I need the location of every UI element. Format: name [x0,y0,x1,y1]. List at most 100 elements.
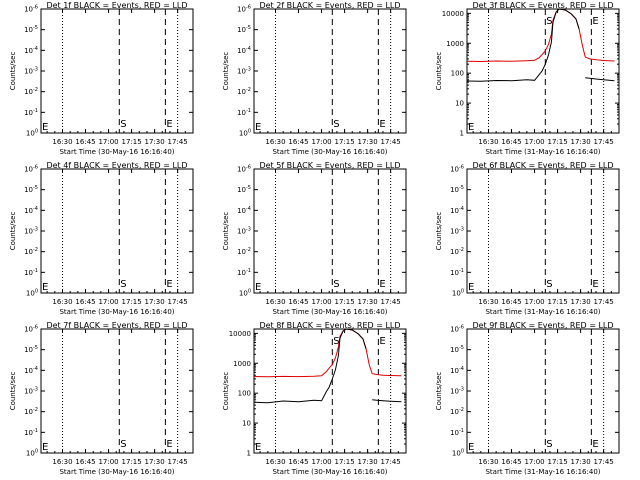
panel-det-6: Det 6f BLACK = Events, RED = LLD 16:30 16:… [435,161,620,316]
x-tick-label: 17:30 [145,458,165,466]
x-tick-label: 17:00 [524,298,544,306]
x-tick-label: 17:45 [594,458,614,466]
x-tick-label: 16:45 [501,298,521,306]
x-axis-label: Start Time (30-May-16 16:16:40) [272,468,387,476]
y-tick-label: 10-4 [24,46,38,55]
panel-title: Det 8f BLACK = Events, RED = LLD [259,321,400,330]
x-tick-label: 17:30 [358,138,378,146]
x-tick-label: 17:15 [334,298,354,306]
marker-left-e: E [255,282,261,293]
x-tick-label: 17:15 [121,458,141,466]
panel-title: Det 1f BLACK = Events, RED = LLD [46,1,187,10]
marker-left-e: E [42,122,48,133]
marker-s: S [546,16,552,27]
marker-left-e: E [255,442,261,453]
y-tick-label: 10-3 [237,67,251,76]
y-axis-label: Counts/sec [9,212,17,251]
y-tick-label: 10-2 [450,407,464,416]
x-tick-label: 16:45 [75,138,95,146]
x-tick-label: 16:45 [288,138,308,146]
x-tick-label: 17:30 [571,138,591,146]
y-tick-label: 10 [455,100,464,108]
marker-e: E [166,119,172,130]
x-tick-label: 17:45 [168,138,188,146]
y-tick-label: 10-1 [450,428,464,437]
x-tick-label: 17:00 [311,138,331,146]
x-tick-label: 16:30 [478,138,498,146]
marker-s: S [546,439,552,450]
x-tick-label: 17:15 [547,298,567,306]
x-tick-label: 16:30 [52,458,72,466]
series-events [467,9,615,82]
y-tick-label: 10-1 [237,268,251,277]
x-tick-label: 17:00 [98,458,118,466]
y-axis-label: Counts/sec [9,52,17,91]
y-tick-label: 10-1 [24,268,38,277]
x-axis-label: Start Time (30-May-16 16:16:40) [272,148,387,156]
y-tick-label: 10-2 [24,407,38,416]
marker-s: S [333,336,339,347]
x-axis-label: Start Time (30-May-16 16:16:40) [59,468,174,476]
marker-e: E [592,279,598,290]
x-tick-label: 17:00 [98,298,118,306]
y-tick-label: 10-6 [24,325,38,334]
marker-s: S [333,119,339,130]
y-axis-label: Counts/sec [435,372,443,411]
plot-frame [253,8,407,134]
x-tick-label: 16:45 [75,458,95,466]
marker-e: E [166,279,172,290]
y-axis-label: Counts/sec [435,52,443,91]
marker-left-e: E [468,122,474,133]
y-tick-label: 10-6 [450,325,464,334]
y-axis-label: Counts/sec [435,212,443,251]
marker-e: E [379,336,385,347]
y-tick-label: 1 [460,130,464,138]
x-tick-label: 16:30 [52,298,72,306]
marker-e: E [592,439,598,450]
x-tick-label: 17:00 [524,458,544,466]
x-tick-label: 17:45 [594,298,614,306]
x-tick-label: 16:45 [501,138,521,146]
y-tick-label: 10-4 [237,206,251,215]
marker-s: S [120,279,126,290]
marker-left-e: E [42,442,48,453]
y-tick-label: 10-1 [24,428,38,437]
x-tick-label: 16:30 [265,298,285,306]
marker-left-e: E [255,122,261,133]
y-tick-label: 100 [26,289,38,298]
y-tick-label: 10000 [229,330,251,338]
x-tick-label: 17:45 [381,138,401,146]
y-tick-label: 10-1 [237,108,251,117]
x-tick-label: 16:30 [478,458,498,466]
y-tick-label: 10-3 [24,227,38,236]
x-tick-label: 16:30 [265,458,285,466]
panel-det-2: Det 2f BLACK = Events, RED = LLD 16:30 16:… [222,1,407,156]
panel-title: Det 9f BLACK = Events, RED = LLD [472,321,613,330]
x-tick-label: 17:15 [121,298,141,306]
y-tick-label: 10-5 [450,185,464,194]
x-tick-label: 17:00 [98,138,118,146]
x-axis-label: Start Time (31-May-16 16:16:40) [485,148,600,156]
x-tick-label: 16:30 [478,298,498,306]
panel-det-8: Det 8f BLACK = Events, RED = LLD 16:30 16:… [222,321,407,476]
x-tick-label: 17:00 [311,298,331,306]
y-tick-label: 100 [238,390,251,398]
y-tick-label: 100 [26,129,38,138]
x-tick-label: 16:45 [501,458,521,466]
y-tick-label: 10000 [442,10,464,18]
y-tick-label: 10 [242,420,251,428]
y-axis-label: Counts/sec [222,52,230,91]
y-tick-label: 10-2 [24,247,38,256]
y-tick-label: 10-4 [450,366,464,375]
plot-frame [40,168,194,294]
y-tick-label: 100 [452,289,464,298]
marker-e: E [379,279,385,290]
y-tick-label: 10-3 [24,67,38,76]
panel-det-3: Det 3f BLACK = Events, RED = LLD 16:30 16:… [435,1,620,156]
x-tick-label: 17:30 [358,458,378,466]
y-tick-label: 10-5 [24,25,38,34]
y-tick-label: 10-5 [24,345,38,354]
x-tick-label: 17:45 [594,138,614,146]
x-tick-label: 17:45 [168,298,188,306]
